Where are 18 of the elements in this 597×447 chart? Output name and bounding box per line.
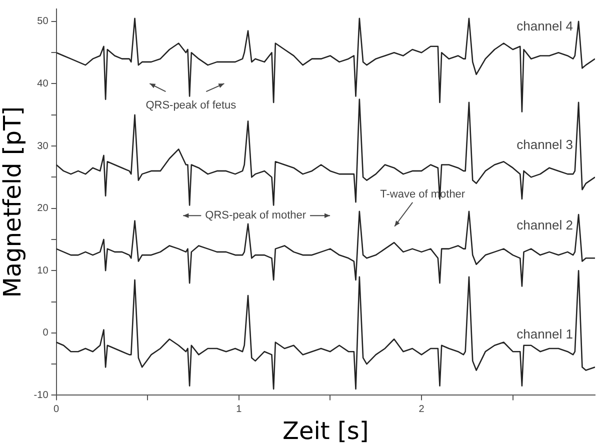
x-tick-label: 0 [53,404,60,415]
y-tick-label: -10 [34,390,49,401]
x-axis-title: Zeit [s] [282,416,369,445]
series-label: channel 1 [516,326,573,342]
y-tick-label: 0 [42,328,49,339]
y-tick-label: 10 [37,265,49,276]
annotation: QRS-peak of fetus [146,100,237,112]
series-label: channel 3 [516,136,573,152]
x-tick-label: 1 [236,404,242,415]
x-tick-label: 2 [418,404,425,415]
y-tick-label: 30 [37,140,49,152]
series-label: channel 2 [516,218,573,233]
y-tick-label: 50 [37,16,49,28]
annotation: QRS-peak of mother [205,210,306,222]
y-tick-label: 40 [37,78,49,90]
y-axis-title: Magnetfeld [pT] [0,106,27,298]
series-label: channel 4 [516,18,573,34]
y-tick-label: 20 [37,203,49,214]
